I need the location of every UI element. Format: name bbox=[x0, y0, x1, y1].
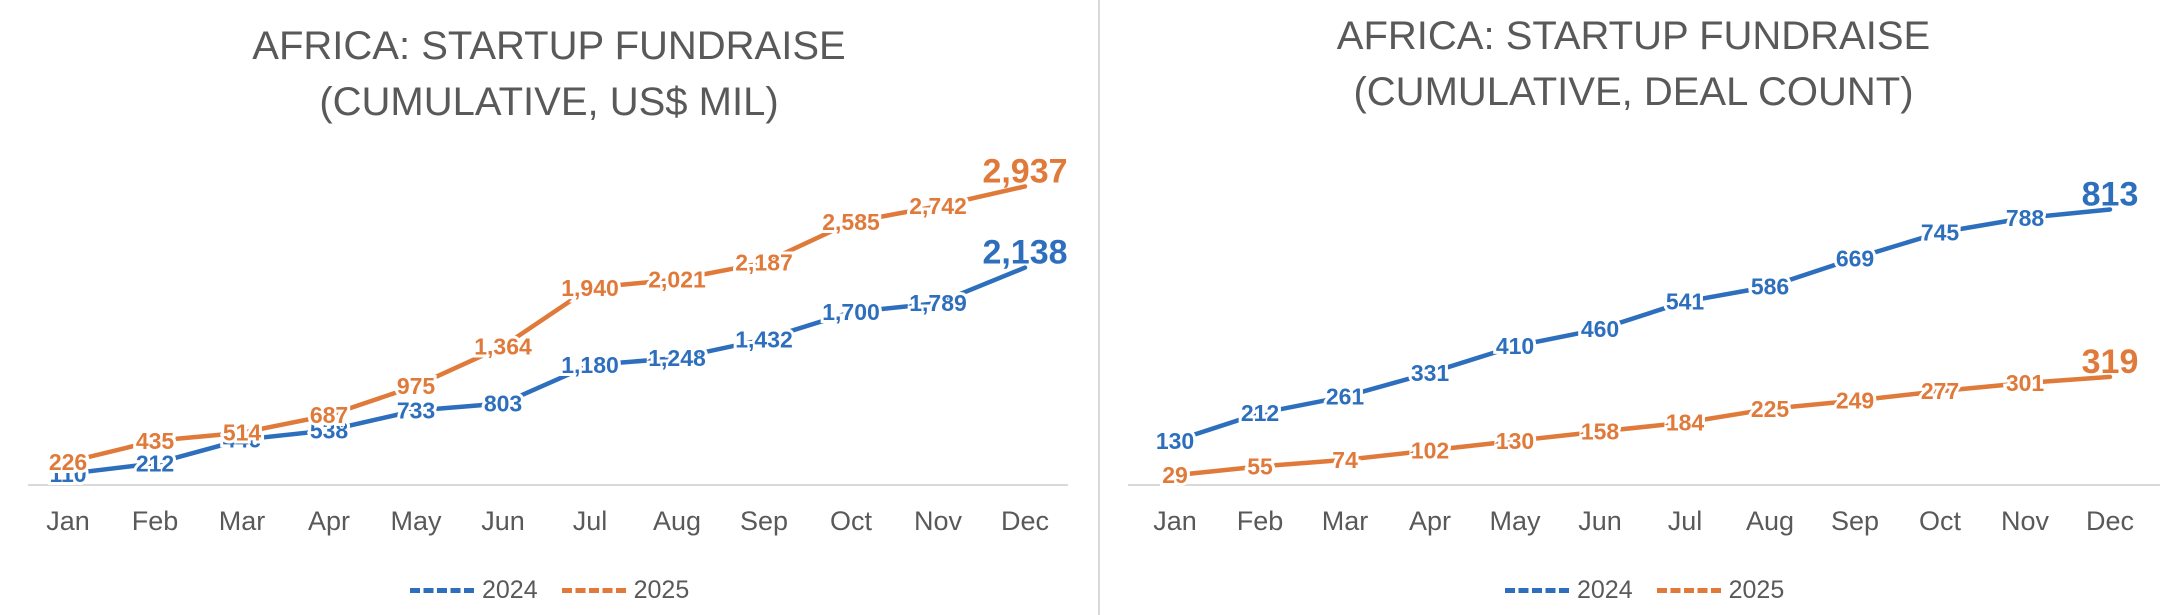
data-label: 538 bbox=[310, 417, 349, 443]
x-tick-label: Mar bbox=[219, 506, 266, 536]
legend-item-2025: 2025 bbox=[1656, 576, 1785, 605]
series-line-2025 bbox=[65, 184, 1028, 465]
legend-label-2025: 2025 bbox=[633, 576, 690, 604]
x-tick-label: Dec bbox=[1001, 506, 1049, 536]
data-label: 1,364 bbox=[474, 333, 532, 359]
data-label: 514 bbox=[223, 420, 262, 446]
data-label: 2,187 bbox=[735, 250, 793, 276]
data-label: 2,937 bbox=[982, 152, 1067, 190]
x-tick-label: Jul bbox=[573, 506, 608, 536]
x-tick-label: May bbox=[1489, 506, 1541, 536]
legend-label-2024: 2024 bbox=[482, 576, 538, 604]
legend-swatch-2025 bbox=[561, 588, 626, 593]
data-label: 1,180 bbox=[561, 352, 619, 378]
x-tick-label: Aug bbox=[653, 506, 701, 536]
chart-right-title-line2: (CUMULATIVE, DEAL COUNT) bbox=[1353, 70, 1914, 114]
data-label: 745 bbox=[1921, 220, 1960, 246]
x-tick-label: Nov bbox=[2001, 506, 2050, 536]
data-label: 733 bbox=[397, 397, 435, 423]
data-label: 1,432 bbox=[735, 326, 793, 352]
x-tick-label: Aug bbox=[1746, 506, 1794, 536]
x-tick-label: Oct bbox=[1919, 506, 1962, 536]
series-line-2024 bbox=[65, 265, 1028, 477]
data-label: 55 bbox=[1247, 453, 1273, 479]
x-tick-label: Jan bbox=[1153, 506, 1197, 536]
data-label: 130 bbox=[1496, 428, 1534, 454]
chart-right-title: AFRICA: STARTUP FUNDRAISE (CUMULATIVE, D… bbox=[1100, 8, 2167, 120]
legend-item-2024: 2024 bbox=[1505, 576, 1633, 605]
data-label: 301 bbox=[2006, 370, 2045, 396]
data-label: 249 bbox=[1836, 388, 1874, 414]
panel-divider bbox=[1098, 0, 1100, 615]
data-label: 331 bbox=[1411, 360, 1450, 386]
data-label: 319 bbox=[2082, 343, 2139, 381]
data-label: 2,021 bbox=[648, 267, 706, 293]
data-label: 1,789 bbox=[909, 290, 967, 316]
data-label: 435 bbox=[136, 428, 175, 454]
data-label: 212 bbox=[1241, 400, 1279, 426]
data-label: 460 bbox=[1581, 316, 1619, 342]
x-tick-label: Nov bbox=[914, 506, 963, 536]
x-tick-label: Apr bbox=[1409, 506, 1451, 536]
series-line-2024 bbox=[1172, 207, 2113, 444]
data-label: 586 bbox=[1751, 273, 1789, 299]
x-tick-label: Jul bbox=[1668, 506, 1703, 536]
data-label: 813 bbox=[2082, 175, 2139, 213]
data-label: 158 bbox=[1581, 418, 1620, 444]
x-tick-label: Sep bbox=[740, 506, 788, 536]
legend-item-2025: 2025 bbox=[561, 576, 690, 605]
data-label: 225 bbox=[1751, 396, 1790, 422]
data-label: 29 bbox=[1162, 462, 1188, 488]
data-label: 130 bbox=[1156, 428, 1194, 454]
x-tick-label: Feb bbox=[132, 506, 179, 536]
chart-left-title-line2: (CUMULATIVE, US$ MIL) bbox=[319, 80, 779, 124]
x-tick-label: Oct bbox=[830, 506, 873, 536]
legend-label-2025: 2025 bbox=[1728, 576, 1785, 604]
x-tick-label: Dec bbox=[2086, 506, 2134, 536]
data-label: 74 bbox=[1332, 447, 1358, 473]
data-label: 1,700 bbox=[822, 299, 880, 325]
data-label: 541 bbox=[1666, 289, 1705, 315]
data-label: 2,742 bbox=[909, 193, 967, 219]
x-tick-label: Sep bbox=[1831, 506, 1879, 536]
x-tick-label: Apr bbox=[308, 506, 350, 536]
x-tick-label: Jun bbox=[1578, 506, 1622, 536]
data-label: 687 bbox=[310, 402, 348, 428]
data-label: 261 bbox=[1326, 384, 1365, 410]
data-label: 975 bbox=[397, 373, 436, 399]
data-label: 410 bbox=[1496, 333, 1534, 359]
legend-swatch-2025 bbox=[1656, 588, 1721, 593]
data-label: 2,138 bbox=[982, 234, 1067, 272]
x-tick-label: Feb bbox=[1237, 506, 1284, 536]
chart-right-legend: 2024 2025 bbox=[1505, 576, 1784, 605]
series-line-2025 bbox=[1172, 374, 2113, 478]
legend-label-2024: 2024 bbox=[1577, 576, 1633, 604]
legend-swatch-2024 bbox=[410, 588, 474, 593]
legend-item-2024: 2024 bbox=[410, 576, 538, 605]
legend-swatch-2024 bbox=[1505, 588, 1569, 593]
chart-right-title-line1: AFRICA: STARTUP FUNDRAISE bbox=[1336, 14, 1931, 58]
data-label: 669 bbox=[1836, 245, 1874, 271]
x-tick-label: Mar bbox=[1322, 506, 1369, 536]
x-tick-label: Jan bbox=[46, 506, 90, 536]
data-label: 226 bbox=[49, 449, 87, 475]
chart-right: AFRICA: STARTUP FUNDRAISE (CUMULATIVE, D… bbox=[1100, 0, 2167, 615]
chart-left-title-line1: AFRICA: STARTUP FUNDRAISE bbox=[252, 24, 846, 68]
chart-left: AFRICA: STARTUP FUNDRAISE (CUMULATIVE, U… bbox=[0, 18, 1098, 605]
chart-left-title: AFRICA: STARTUP FUNDRAISE (CUMULATIVE, U… bbox=[0, 18, 1098, 130]
data-label: 277 bbox=[1921, 378, 1959, 404]
chart-right-plot: Jan Feb Mar Apr May Jun Jul Aug Sep Oct Nov Dec 130 2… bbox=[1128, 175, 2160, 536]
x-tick-label: May bbox=[390, 506, 442, 536]
chart-left-legend: 2024 2025 bbox=[410, 576, 689, 605]
data-label: 788 bbox=[2006, 205, 2045, 231]
data-label: 1,248 bbox=[648, 345, 706, 371]
data-label: 102 bbox=[1411, 437, 1449, 463]
data-label: 2,585 bbox=[822, 209, 880, 235]
data-label: 1,940 bbox=[561, 275, 619, 301]
x-tick-label: Jun bbox=[481, 506, 525, 536]
data-label: 803 bbox=[484, 390, 522, 416]
data-label: 184 bbox=[1666, 410, 1705, 436]
data-label: 212 bbox=[136, 450, 174, 476]
